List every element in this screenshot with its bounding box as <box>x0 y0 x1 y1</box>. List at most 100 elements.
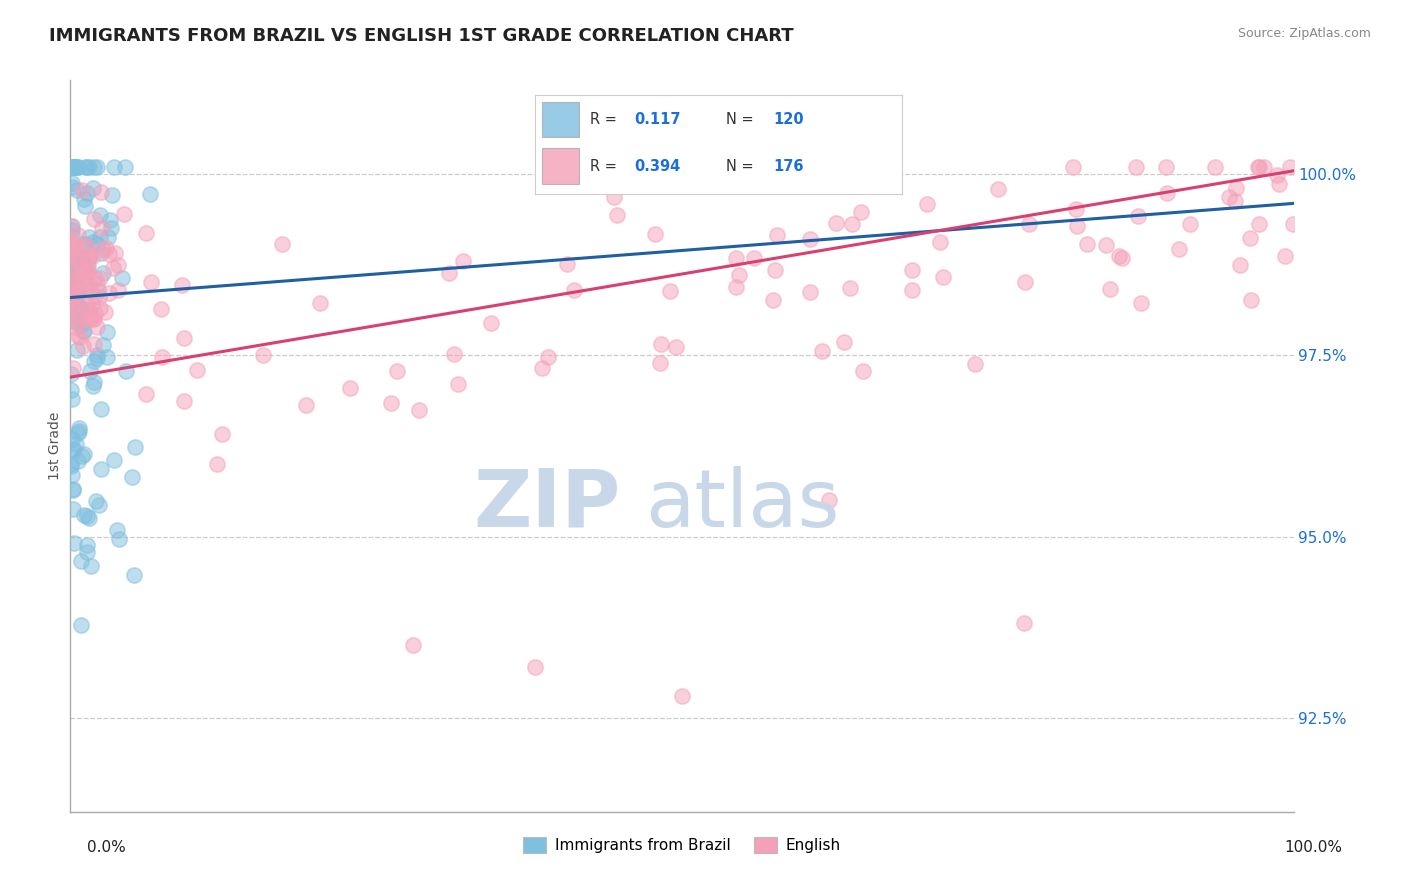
Point <box>105 523 128 537</box>
Point <box>67 424 90 438</box>
Point <box>76 509 98 524</box>
Point <box>80 283 103 297</box>
Point <box>1156 186 1178 200</box>
Point <box>62 442 84 457</box>
Point <box>1239 231 1261 245</box>
Point <box>114 364 136 378</box>
Point <box>60 277 83 291</box>
Point <box>77 258 100 272</box>
Point <box>84 307 107 321</box>
Point <box>987 182 1010 196</box>
Point <box>82 235 104 250</box>
Point <box>62 483 84 497</box>
Point <box>725 251 748 265</box>
Point <box>724 280 747 294</box>
Point <box>1094 238 1116 252</box>
Point <box>76 265 98 279</box>
Point <box>447 377 470 392</box>
Point <box>60 457 83 471</box>
Point <box>901 284 924 298</box>
Point <box>139 275 162 289</box>
Point <box>186 362 208 376</box>
Point <box>799 232 821 246</box>
Point <box>173 331 195 345</box>
Point <box>82 297 104 311</box>
Point <box>62 237 84 252</box>
Point <box>60 301 83 316</box>
Point <box>63 282 86 296</box>
Point <box>63 255 86 269</box>
Point <box>66 285 89 299</box>
Point <box>1247 218 1270 232</box>
Point <box>79 249 101 263</box>
Point <box>96 350 118 364</box>
Point <box>1178 217 1201 231</box>
Point <box>832 334 855 349</box>
Point <box>479 317 502 331</box>
Point <box>76 545 98 559</box>
Point <box>90 402 112 417</box>
Point <box>70 301 93 316</box>
Point <box>73 276 96 290</box>
Point <box>79 311 101 326</box>
Point <box>76 538 98 552</box>
Point <box>69 618 91 632</box>
Point <box>339 381 361 395</box>
Point <box>65 160 87 174</box>
Point <box>112 207 135 221</box>
Point <box>98 285 121 300</box>
Point <box>170 277 193 292</box>
Text: IMMIGRANTS FROM BRAZIL VS ENGLISH 1ST GRADE CORRELATION CHART: IMMIGRANTS FROM BRAZIL VS ENGLISH 1ST GR… <box>49 27 794 45</box>
Point <box>60 244 83 258</box>
Point <box>76 160 98 174</box>
Point <box>84 271 107 285</box>
Point <box>72 277 94 291</box>
Point <box>72 236 94 251</box>
Point <box>96 241 118 255</box>
Point <box>932 270 955 285</box>
Point <box>838 280 860 294</box>
Point <box>107 283 129 297</box>
Point <box>744 251 766 265</box>
Point <box>66 271 89 285</box>
Point <box>124 568 146 582</box>
Point <box>135 387 157 401</box>
Point <box>80 312 103 326</box>
Point <box>66 296 89 310</box>
Point <box>63 160 86 174</box>
Point <box>1111 251 1133 265</box>
Point <box>852 364 875 378</box>
Point <box>524 660 547 674</box>
Point <box>60 433 83 447</box>
Point <box>1225 194 1247 208</box>
Point <box>63 285 86 299</box>
Point <box>60 239 83 253</box>
Point <box>70 262 93 277</box>
Point <box>1014 275 1036 289</box>
Point <box>295 398 318 412</box>
Point <box>1018 217 1040 231</box>
Point <box>1167 242 1189 256</box>
Point <box>849 205 872 219</box>
Point <box>82 379 104 393</box>
Point <box>1064 202 1087 216</box>
Point <box>60 241 83 255</box>
Point <box>1225 181 1247 195</box>
Point <box>101 260 124 275</box>
Point <box>150 301 173 316</box>
Point <box>63 296 86 310</box>
Point <box>62 282 84 296</box>
Text: ZIP: ZIP <box>474 466 621 543</box>
Point <box>1076 237 1098 252</box>
Point <box>1247 160 1270 174</box>
Point <box>69 285 91 299</box>
Point <box>531 360 554 375</box>
Point <box>67 426 90 441</box>
Point <box>91 220 114 235</box>
Point <box>66 343 89 357</box>
Point <box>98 212 121 227</box>
Point <box>562 284 585 298</box>
Point <box>73 508 96 523</box>
Point <box>65 249 87 263</box>
Point <box>72 339 94 353</box>
